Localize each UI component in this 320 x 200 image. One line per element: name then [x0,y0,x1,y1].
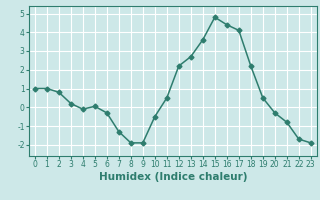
X-axis label: Humidex (Indice chaleur): Humidex (Indice chaleur) [99,172,247,182]
